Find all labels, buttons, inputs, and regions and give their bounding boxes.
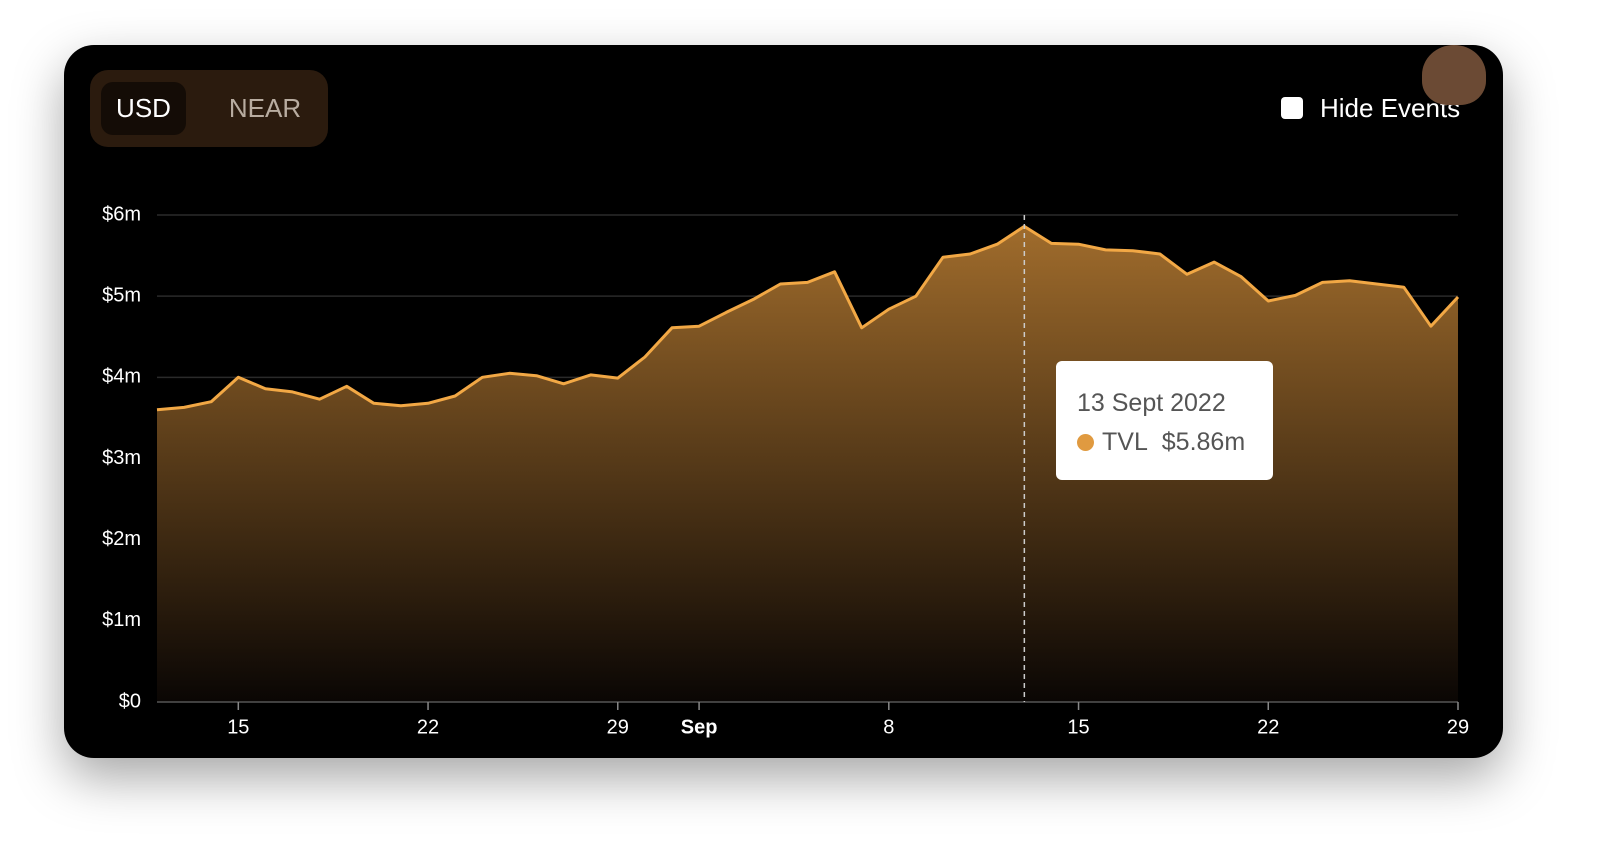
x-tick-label: 22 (1257, 716, 1279, 738)
y-tick-label: $5m (102, 284, 141, 306)
chart-card: $0 $1m $2m $3m $4m $5m $6m 15 22 29 Sep 8 15 22 29 USD… (64, 45, 1503, 758)
x-tick-label: 15 (1067, 716, 1089, 738)
currency-toggle: USD NEAR (90, 70, 328, 147)
x-tick-label: 15 (227, 716, 249, 738)
y-tick-label: $0 (119, 690, 141, 712)
tooltip-series: TVL (1102, 428, 1148, 456)
y-tick-label: $6m (102, 203, 141, 225)
x-tick-label: 29 (1447, 716, 1469, 738)
y-tick-label: $3m (102, 447, 141, 469)
x-tick-label: Sep (681, 716, 718, 738)
tooltip-row: TVL $5.86m (1077, 428, 1245, 457)
chart: $0 $1m $2m $3m $4m $5m $6m 15 22 29 Sep 8 15 22 29 (102, 203, 1469, 738)
toggle-option[interactable]: NEAR (228, 93, 302, 123)
area (157, 226, 1458, 702)
checkbox[interactable] (1281, 97, 1303, 119)
tooltip: 13 Sept 2022 TVL $5.86m (1056, 361, 1273, 480)
y-tick-label: $2m (102, 528, 141, 550)
tooltip-value: $5.86m (1161, 428, 1246, 456)
x-tick-label: 8 (883, 716, 894, 738)
x-tick-label: 29 (607, 716, 629, 738)
tooltip-date: 13 Sept 2022 (1077, 389, 1226, 417)
line (156, 224, 1460, 412)
y-tick-label: $4m (102, 366, 141, 388)
toggle-option[interactable]: USD (101, 82, 186, 135)
y-tick-label: $1m (102, 609, 141, 631)
x-tick-label: 22 (417, 716, 439, 738)
tooltip-dot (1077, 434, 1094, 451)
avatar-icon (1422, 45, 1486, 105)
